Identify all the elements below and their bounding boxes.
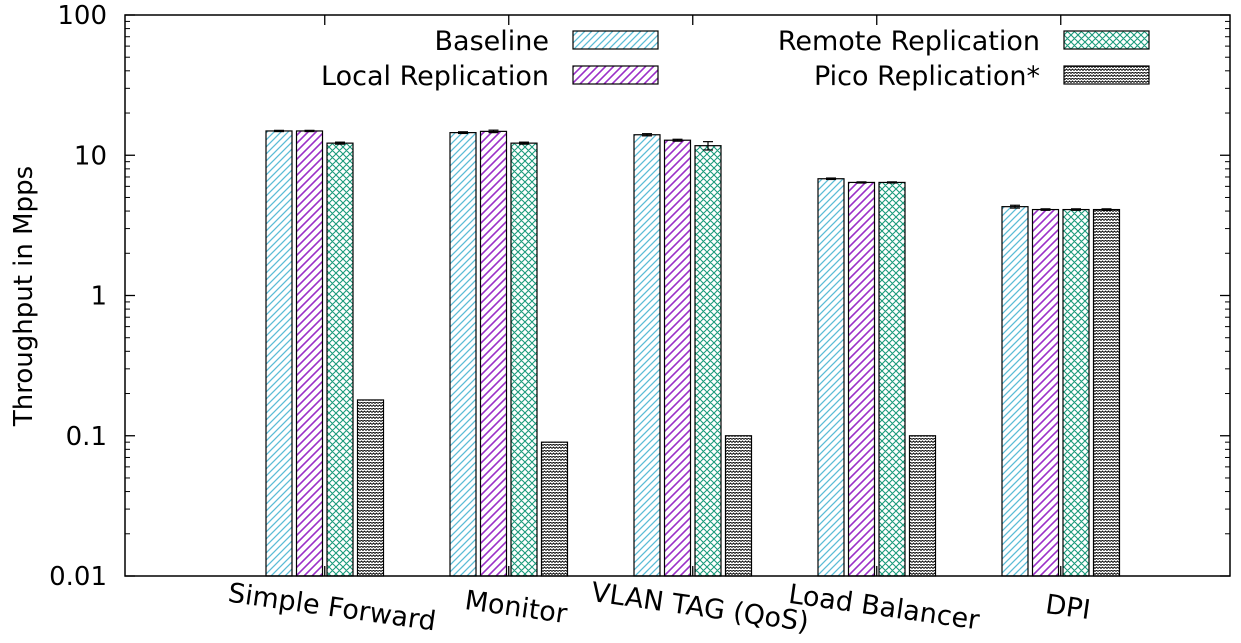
bar-1-0 <box>449 132 477 577</box>
y-axis: 0.01 0.1 1 10 100 <box>49 1 1230 592</box>
y-tick-label: 10 <box>74 141 107 171</box>
legend: Baseline Local Replication Remote Replicat… <box>321 26 1150 92</box>
category-label: DPI <box>1043 589 1092 626</box>
bar-0-2 <box>326 142 354 577</box>
category-label: Load Balancer <box>787 579 982 637</box>
bar-3-3 <box>908 435 937 577</box>
bar-0-1 <box>295 130 324 577</box>
bar-4-2 <box>1062 208 1090 577</box>
legend-swatch <box>572 30 659 50</box>
bar-4-0 <box>1001 206 1029 577</box>
legend-swatch <box>572 65 659 85</box>
y-axis-title: Throughput in Mpps <box>9 166 39 427</box>
category-label: Monitor <box>463 585 570 630</box>
legend-label: Baseline <box>435 26 549 57</box>
bar-3-0 <box>817 178 845 577</box>
y-tick-label: 0.1 <box>66 422 107 452</box>
y-tick-label: 1 <box>90 282 107 312</box>
bar-2-0 <box>633 134 661 577</box>
legend-label: Local Replication <box>321 61 549 92</box>
bar-2-3 <box>724 435 753 577</box>
legend-label: Remote Replication <box>778 26 1040 57</box>
bars-group <box>265 129 1121 577</box>
bar-1-2 <box>510 142 538 577</box>
y-tick-label: 100 <box>57 1 107 31</box>
bar-0-3 <box>356 399 385 577</box>
bar-2-2 <box>694 145 722 577</box>
legend-swatch <box>1063 65 1150 85</box>
y-tick-label: 0.01 <box>49 562 107 592</box>
bar-0-0 <box>265 130 293 577</box>
category-label: VLAN TAG (QoS) <box>589 577 810 638</box>
legend-swatch <box>1063 30 1150 50</box>
bar-3-1 <box>847 181 876 577</box>
bar-1-1 <box>479 130 508 577</box>
bar-4-1 <box>1031 208 1060 577</box>
legend-label: Pico Replication* <box>814 61 1040 92</box>
bar-2-1 <box>663 139 692 577</box>
bar-4-3 <box>1092 208 1121 577</box>
category-label: Simple Forward <box>226 578 438 638</box>
bar-1-3 <box>540 441 569 577</box>
bar-3-2 <box>878 181 906 577</box>
plot-frame <box>124 14 1231 577</box>
